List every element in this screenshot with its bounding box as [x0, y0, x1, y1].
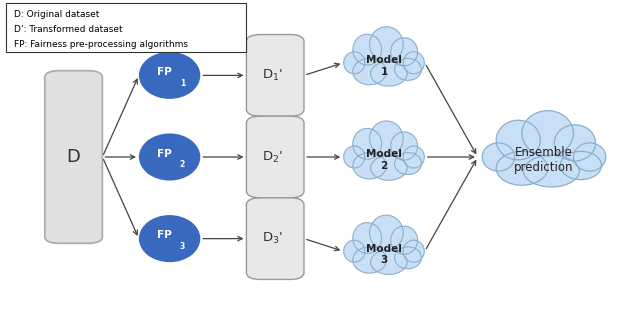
- Ellipse shape: [522, 111, 573, 156]
- Text: FP: FP: [157, 149, 172, 159]
- Text: D$_3$': D$_3$': [262, 231, 282, 246]
- Ellipse shape: [353, 153, 387, 179]
- Ellipse shape: [403, 52, 424, 74]
- Text: 2: 2: [180, 160, 185, 169]
- FancyBboxPatch shape: [246, 116, 304, 198]
- Text: 3: 3: [180, 242, 185, 251]
- FancyBboxPatch shape: [246, 35, 304, 116]
- Ellipse shape: [370, 215, 403, 250]
- Text: FP: FP: [157, 67, 172, 77]
- Ellipse shape: [370, 27, 403, 62]
- Text: D$_1$': D$_1$': [262, 68, 282, 83]
- Ellipse shape: [394, 58, 422, 80]
- Ellipse shape: [394, 247, 422, 269]
- FancyBboxPatch shape: [6, 3, 246, 52]
- Ellipse shape: [496, 151, 548, 185]
- Ellipse shape: [139, 215, 200, 262]
- Text: Ensemble
prediction: Ensemble prediction: [515, 146, 573, 174]
- Ellipse shape: [482, 143, 515, 171]
- Ellipse shape: [370, 121, 403, 156]
- Text: Model
1: Model 1: [366, 55, 402, 77]
- Ellipse shape: [390, 38, 417, 66]
- Ellipse shape: [353, 247, 387, 273]
- Ellipse shape: [139, 52, 200, 99]
- Ellipse shape: [403, 146, 424, 168]
- Text: FP: Fairness pre-processing algorithms: FP: Fairness pre-processing algorithms: [14, 40, 188, 49]
- Ellipse shape: [353, 128, 381, 159]
- Ellipse shape: [371, 62, 407, 86]
- Ellipse shape: [394, 153, 422, 175]
- Text: D$_2$': D$_2$': [262, 149, 282, 165]
- Ellipse shape: [573, 143, 606, 171]
- Ellipse shape: [560, 151, 602, 180]
- Ellipse shape: [371, 250, 407, 274]
- Ellipse shape: [390, 132, 417, 160]
- Ellipse shape: [344, 240, 365, 262]
- Ellipse shape: [344, 146, 365, 168]
- Ellipse shape: [353, 223, 381, 253]
- Ellipse shape: [353, 58, 387, 85]
- Ellipse shape: [524, 155, 579, 187]
- Text: Model
2: Model 2: [366, 149, 402, 171]
- Text: Model
3: Model 3: [366, 244, 402, 265]
- Text: FP: FP: [157, 230, 172, 241]
- Ellipse shape: [554, 125, 595, 161]
- Text: D’: Transformed dataset: D’: Transformed dataset: [14, 25, 123, 34]
- FancyBboxPatch shape: [45, 71, 102, 243]
- Ellipse shape: [139, 133, 200, 181]
- Ellipse shape: [496, 120, 540, 160]
- Text: D: D: [67, 148, 81, 166]
- Text: D: Original dataset: D: Original dataset: [14, 10, 99, 19]
- FancyBboxPatch shape: [246, 198, 304, 279]
- Text: 1: 1: [180, 79, 185, 88]
- Ellipse shape: [403, 240, 424, 262]
- Ellipse shape: [371, 156, 407, 180]
- Ellipse shape: [353, 34, 381, 65]
- Ellipse shape: [344, 52, 365, 74]
- Ellipse shape: [390, 226, 417, 254]
